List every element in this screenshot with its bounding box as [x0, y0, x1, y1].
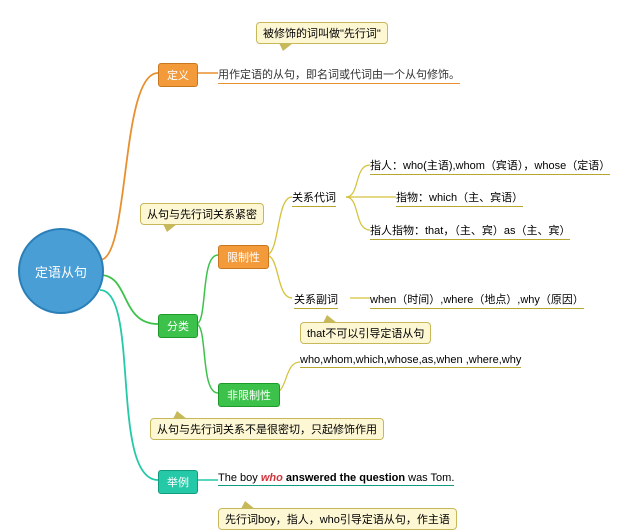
leaf-nonrestrictive-words: who,whom,which,whose,as,when ,where,why — [300, 354, 521, 368]
leaf-adverb-items: when（时间）,where（地点）,why（原因） — [370, 291, 584, 309]
root-node[interactable]: 定语从句 — [18, 228, 104, 314]
node-example[interactable]: 举例 — [158, 470, 198, 494]
leaf-pronoun-thing: 指物：which（主、宾语） — [396, 189, 523, 207]
note-example-explain: 先行词boy，指人，who引导定语从句，作主语 — [218, 508, 457, 530]
node-label: 限制性 — [227, 252, 260, 264]
note-nonrestrictive-desc: 从句与先行词关系不是很密切，只起修饰作用 — [150, 418, 384, 440]
leaf-pronoun-person: 指人：who(主语),whom（宾语），whose（定语） — [370, 157, 610, 175]
note-restrictive-tight: 从句与先行词关系紧密 — [140, 203, 264, 225]
leaf-example-sentence: The boy who answered the question was To… — [218, 472, 454, 486]
node-definition[interactable]: 定义 — [158, 63, 198, 87]
leaf-relational-adverb: 关系副词 — [294, 291, 338, 309]
root-label: 定语从句 — [35, 262, 87, 281]
leaf-pronoun-that-as: 指人指物：that，（主、宾）as（主、宾） — [370, 222, 570, 240]
note-antecedent: 被修饰的词叫做"先行词" — [256, 22, 388, 44]
leaf-definition-text: 用作定语的从句，即名词或代词由一个从句修饰。 — [218, 66, 460, 84]
node-category[interactable]: 分类 — [158, 314, 198, 338]
node-label: 非限制性 — [227, 390, 271, 402]
leaf-relational-pronoun: 关系代词 — [292, 189, 336, 207]
node-label: 定义 — [167, 70, 189, 82]
node-label: 分类 — [167, 321, 189, 333]
node-nonrestrictive[interactable]: 非限制性 — [218, 383, 280, 407]
note-that-cannot: that不可以引导定语从句 — [300, 322, 431, 344]
node-label: 举例 — [167, 477, 189, 489]
node-restrictive[interactable]: 限制性 — [218, 245, 269, 269]
